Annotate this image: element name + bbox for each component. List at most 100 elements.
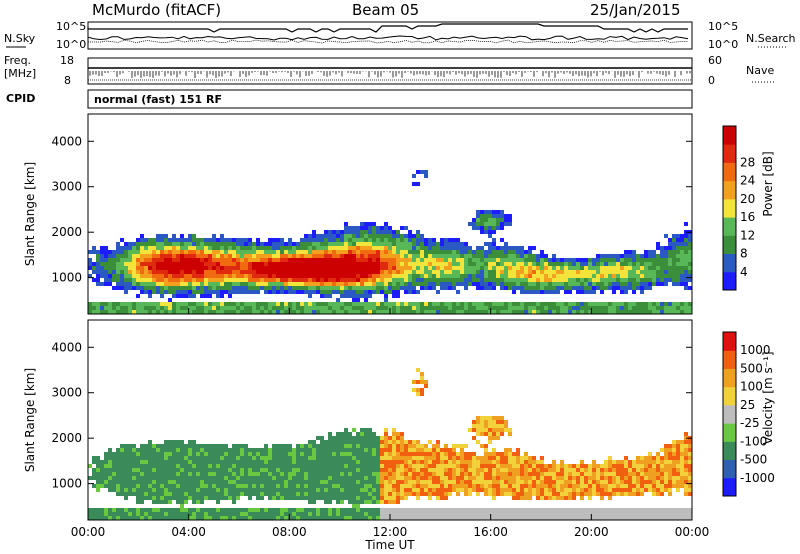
heatmap-cell [216,254,220,258]
heatmap-cell [316,290,320,294]
heatmap-cell [344,278,348,282]
heatmap-cell [304,262,308,266]
heatmap-cell [440,254,444,258]
heatmap-cell [464,302,468,306]
heatmap-cell [572,464,576,468]
heatmap-cell [372,286,376,290]
heatmap-cell [516,476,520,480]
heatmap-cell [440,492,444,496]
heatmap-cell [256,492,260,496]
heatmap-cell [380,286,384,290]
heatmap-cell [568,302,572,306]
heatmap-cell [228,302,232,306]
heatmap-cell [380,266,384,270]
heatmap-cell [200,242,204,246]
heatmap-cell [252,274,256,278]
heatmap-cell [408,262,412,266]
heatmap-cell [392,230,396,234]
heatmap-cell [128,270,132,274]
heatmap-cell [256,270,260,274]
heatmap-cell [248,480,252,484]
heatmap-cell [112,258,116,262]
heatmap-cell [300,488,304,492]
heatmap-cell [420,258,424,262]
heatmap-cell [212,472,216,476]
heatmap-cell [484,464,488,468]
heatmap-cell [92,508,96,512]
heatmap-cell [176,278,180,282]
heatmap-cell [448,270,452,274]
heatmap-cell [136,238,140,242]
heatmap-cell [192,278,196,282]
heatmap-cell [440,258,444,262]
heatmap-cell [204,238,208,242]
heatmap-cell [420,392,424,396]
heatmap-cell [364,456,368,460]
heatmap-cell [516,250,520,254]
heatmap-cell [324,274,328,278]
heatmap-cell [396,456,400,460]
heatmap-cell [368,496,372,500]
heatmap-cell [476,286,480,290]
heatmap-cell [200,278,204,282]
heatmap-cell [504,472,508,476]
heatmap-cell [144,488,148,492]
heatmap-cell [644,310,648,314]
heatmap-cell [468,476,472,480]
heatmap-cell [428,464,432,468]
heatmap-cell [236,286,240,290]
heatmap-cell [380,246,384,250]
heatmap-cell [276,460,280,464]
heatmap-cell [456,492,460,496]
heatmap-cell [340,306,344,310]
heatmap-cell [368,230,372,234]
heatmap-cell [308,262,312,266]
heatmap-cell [180,492,184,496]
heatmap-cell [176,290,180,294]
heatmap-cell [560,306,564,310]
heatmap-cell [468,468,472,472]
heatmap-cell [236,246,240,250]
heatmap-cell [352,230,356,234]
heatmap-cell [296,464,300,468]
heatmap-cell [616,262,620,266]
heatmap-cell [292,516,296,520]
heatmap-cell [176,448,180,452]
heatmap-cell [168,488,172,492]
heatmap-cell [592,286,596,290]
heatmap-cell [352,290,356,294]
heatmap-cell [204,476,208,480]
heatmap-cell [384,484,388,488]
heatmap-cell [104,508,108,512]
heatmap-cell [660,282,664,286]
heatmap-cell [268,310,272,314]
heatmap-cell [424,238,428,242]
heatmap-cell [632,472,636,476]
heatmap-cell [440,266,444,270]
heatmap-cell [168,452,172,456]
heatmap-cell [340,456,344,460]
heatmap-cell [584,484,588,488]
heatmap-cell [296,492,300,496]
heatmap-cell [196,456,200,460]
heatmap-cell [420,456,424,460]
heatmap-cell [348,230,352,234]
heatmap-cell [196,246,200,250]
heatmap-cell [492,472,496,476]
heatmap-cell [548,266,552,270]
heatmap-cell [648,310,652,314]
heatmap-cell [448,246,452,250]
heatmap-cell [156,492,160,496]
heatmap-cell [444,246,448,250]
heatmap-cell [428,282,432,286]
heatmap-cell [232,452,236,456]
heatmap-cell [140,270,144,274]
heatmap-cell [268,484,272,488]
heatmap-cell [436,488,440,492]
heatmap-cell [216,274,220,278]
heatmap-cell [288,448,292,452]
heatmap-cell [152,262,156,266]
heatmap-cell [180,472,184,476]
heatmap-cell [144,262,148,266]
heatmap-cell [420,376,424,380]
